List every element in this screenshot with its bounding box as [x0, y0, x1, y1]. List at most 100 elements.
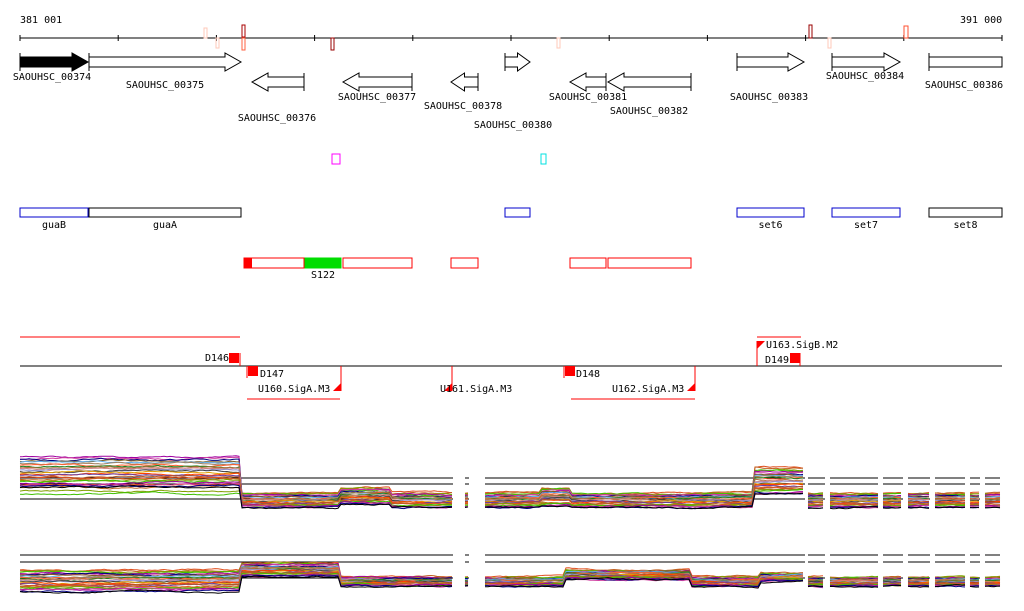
operon-label: set6: [758, 220, 782, 231]
panel1-series-line: [829, 499, 879, 503]
transcript-mark[interactable]: [808, 24, 813, 39]
panel1-series-line: [907, 492, 930, 496]
gene-arrow[interactable]: [504, 52, 531, 72]
panel2-series-line: [934, 584, 966, 588]
panel1-series-line: [19, 456, 453, 498]
breakpoint-label: D149: [765, 355, 789, 366]
operon-label: set8: [953, 220, 977, 231]
promoter-marker[interactable]: [333, 383, 341, 391]
transcript-mark[interactable]: [215, 37, 220, 49]
transcript-mark[interactable]: [241, 37, 246, 51]
panel2-series-line: [807, 580, 824, 583]
promoter-label: U160.SigA.M3: [258, 384, 330, 395]
panel2-series-line: [984, 577, 1001, 580]
gene-label[interactable]: SAOUHSC_00386: [925, 80, 1003, 91]
panel2-series-line: [882, 584, 902, 587]
gene-label[interactable]: SAOUHSC_00378: [424, 101, 502, 112]
transcript-mark[interactable]: [556, 37, 561, 49]
segment-box[interactable]: [450, 257, 479, 269]
panel2-series-line: [484, 577, 804, 589]
gene-arrow[interactable]: [568, 72, 607, 92]
operon-box[interactable]: [831, 207, 901, 218]
panel2-series-line: [907, 578, 930, 581]
panel1-series-line: [882, 507, 902, 509]
breakpoint-marker[interactable]: [229, 353, 239, 363]
promoter-label: U163.SigB.M2: [766, 340, 838, 351]
panel2-series-line: [984, 579, 1001, 582]
breakpoint-marker[interactable]: [790, 353, 800, 363]
panel2-series-line: [934, 579, 966, 582]
gene-arrow[interactable]: [736, 52, 806, 72]
panel1-series-line: [969, 498, 980, 500]
gene-label[interactable]: SAOUHSC_00382: [610, 106, 688, 117]
panel2-series-line: [19, 569, 453, 586]
gene-label[interactable]: SAOUHSC_00381: [549, 92, 627, 103]
gene-label[interactable]: SAOUHSC_00374: [13, 72, 91, 83]
gene-arrow[interactable]: [928, 56, 1003, 68]
transcript-mark[interactable]: [203, 27, 208, 39]
gene-arrow[interactable]: [88, 52, 243, 72]
panel1-series-line: [934, 500, 966, 503]
gene-arrow[interactable]: [250, 72, 305, 92]
panel1-series-line: [984, 493, 1001, 496]
segment-box[interactable]: [607, 257, 692, 269]
gene-arrow[interactable]: [19, 52, 90, 72]
gene-arrow[interactable]: [831, 52, 902, 72]
gene-label[interactable]: SAOUHSC_00380: [474, 120, 552, 131]
panel1-series-line: [484, 465, 804, 496]
panel2-series-line: [829, 579, 879, 582]
breakpoint-marker[interactable]: [248, 366, 258, 376]
panel1-series-line: [19, 484, 453, 510]
panel1-series-line: [984, 494, 1001, 497]
gene-label[interactable]: SAOUHSC_00384: [826, 71, 904, 82]
panel2-series-line: [882, 579, 902, 581]
promoter-marker[interactable]: [687, 383, 695, 391]
operon-label: guaA: [153, 220, 177, 231]
operon-box[interactable]: [19, 207, 89, 218]
regulation-track: D146 D147 D148 D149 U160.SigA.M3 U161.SigA.M3…: [20, 336, 1002, 400]
panel1-series-line: [484, 476, 804, 501]
magenta-feature[interactable]: [331, 153, 341, 165]
panel1-series-line: [934, 506, 966, 509]
panel2-series-line: [984, 585, 1001, 588]
panel2-series-line: [882, 582, 901, 585]
segment-box[interactable]: [304, 257, 342, 269]
panel1-series-line: [969, 503, 980, 506]
gene-label[interactable]: SAOUHSC_00383: [730, 92, 808, 103]
segment-box[interactable]: [569, 257, 607, 269]
transcript-mark[interactable]: [330, 37, 335, 51]
panel1-series-line: [984, 497, 1001, 500]
breakpoint-marker[interactable]: [565, 366, 575, 376]
gene-label[interactable]: SAOUHSC_00377: [338, 92, 416, 103]
panel2-series-line: [984, 578, 1001, 581]
cyan-feature[interactable]: [540, 153, 547, 165]
panel1-series-line: [829, 503, 879, 506]
gene-arrow[interactable]: [606, 72, 692, 92]
operon-box[interactable]: [504, 207, 531, 218]
panel1-series-line: [19, 480, 453, 509]
transcript-mark[interactable]: [827, 37, 832, 49]
promoter-marker[interactable]: [444, 383, 452, 391]
panel2-series-line: [807, 583, 824, 586]
panel1-series-line: [807, 507, 824, 509]
gene-arrow[interactable]: [341, 72, 413, 92]
transcript-mark[interactable]: [241, 24, 246, 38]
transcript-mark[interactable]: [903, 25, 909, 39]
gene-arrow[interactable]: [450, 72, 479, 92]
segment-box[interactable]: [342, 257, 413, 269]
panel1-series-line: [807, 496, 824, 499]
promoter-marker[interactable]: [757, 341, 765, 349]
segment-box[interactable]: [243, 257, 305, 269]
panel1-series-line: [907, 501, 930, 503]
operon-box[interactable]: [928, 207, 1003, 218]
operon-box[interactable]: [88, 207, 242, 218]
gene-label[interactable]: SAOUHSC_00376: [238, 113, 316, 124]
operon-box[interactable]: [736, 207, 805, 218]
panel1-series-line: [19, 483, 453, 495]
panel1-series-line: [984, 506, 1001, 509]
panel1-series-line: [882, 504, 902, 507]
panel1-series-line: [484, 492, 804, 510]
panel1-series-line: [984, 496, 1001, 498]
gene-label[interactable]: SAOUHSC_00375: [126, 80, 204, 91]
